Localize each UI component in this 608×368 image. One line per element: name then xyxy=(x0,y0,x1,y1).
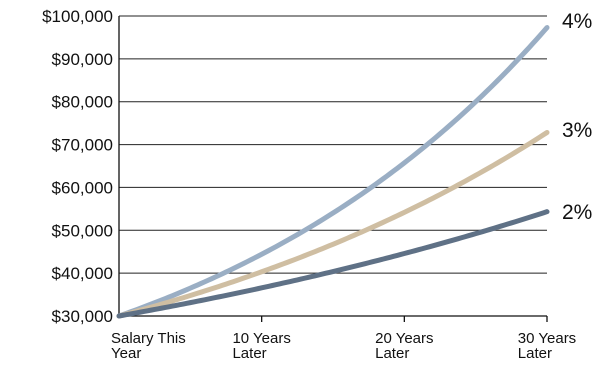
y-tick-label: $40,000 xyxy=(52,264,113,283)
x-tick-label: 10 Years xyxy=(232,330,290,347)
series-lines xyxy=(116,25,550,319)
x-tick-label: Later xyxy=(375,345,409,362)
series-label-4pct: 4% xyxy=(562,10,592,33)
series-labels: 4% 3% 2% xyxy=(562,10,592,224)
y-tick-label: $70,000 xyxy=(52,136,113,155)
y-tick-label: $30,000 xyxy=(52,307,113,326)
x-tick-label: Later xyxy=(232,345,266,362)
y-tick-label: $50,000 xyxy=(52,221,113,240)
axes xyxy=(118,16,548,322)
series-label-3pct: 3% xyxy=(562,119,592,142)
x-tick-label: Year xyxy=(111,345,141,362)
x-tick-label: 30 Years xyxy=(518,330,576,347)
x-tick-label: Later xyxy=(518,345,552,362)
series-line-4pct xyxy=(116,25,550,319)
y-tick-label: $90,000 xyxy=(52,50,113,69)
y-tick-label: $80,000 xyxy=(52,93,113,112)
series-line-3pct xyxy=(116,129,550,319)
y-tick-labels: $30,000 $40,000 $50,000 $60,000 $70,000 $80,0… xyxy=(42,7,113,326)
series-line-2pct xyxy=(116,209,550,319)
x-tick-label: 20 Years xyxy=(375,330,433,347)
series-label-2pct: 2% xyxy=(562,201,592,224)
grid-lines xyxy=(119,15,547,274)
x-tick-label: Salary This xyxy=(111,330,186,347)
y-tick-label: $100,000 xyxy=(42,7,113,26)
y-tick-label: $60,000 xyxy=(52,178,113,197)
